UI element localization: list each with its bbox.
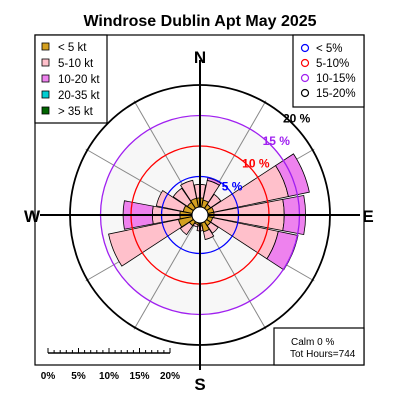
frequency-legend-box — [292, 34, 365, 108]
sector-wedge — [275, 153, 310, 197]
direction-label: E — [362, 207, 373, 226]
calm-box — [273, 327, 365, 366]
scale-bar-label: 5% — [71, 371, 86, 382]
ring-label: 15 % — [263, 134, 291, 148]
frequency-legend-marker — [300, 88, 310, 98]
calm-info-box: Calm 0 %Tot Hours=744 — [273, 327, 365, 366]
speed-legend-label: > 35 kt — [58, 106, 94, 118]
frequency-legend-marker — [300, 58, 310, 68]
frequency-legend-marker — [300, 73, 310, 83]
ring-label: 10 % — [242, 157, 270, 171]
scale-bar-label: 20% — [160, 371, 180, 382]
speed-legend-label: 5-10 kt — [58, 58, 94, 70]
speed-legend-swatch — [41, 58, 50, 67]
speed-legend-swatch — [41, 74, 50, 83]
sector-wedge — [172, 187, 192, 207]
spoke-line — [133, 214, 201, 330]
frequency-legend-label: 15-20% — [316, 88, 356, 100]
speed-legend: < 5 kt 5-10 kt 10-20 kt 20-35 kt > 35 kt — [34, 34, 108, 124]
speed-legend-swatch — [41, 90, 50, 99]
speed-legend-label: 20-35 kt — [58, 90, 100, 102]
scale-bar: 0% 5% 10% 15% 20% — [41, 348, 180, 382]
sector-wedge — [203, 228, 215, 241]
total-hours-text: Tot Hours=744 — [290, 349, 356, 360]
rose-plot: 5 % 10 % 15 % 20 % N E S W — [24, 48, 374, 394]
speed-legend-swatch — [41, 106, 50, 115]
sector-wedge — [155, 190, 187, 212]
speed-legend-label: 10-20 kt — [58, 74, 100, 86]
speed-legend-label: < 5 kt — [58, 42, 87, 54]
ring-label: 20 % — [283, 111, 311, 125]
sector-wedge — [206, 193, 222, 209]
scale-bar-label: 15% — [129, 371, 149, 382]
speed-legend-swatch — [41, 42, 50, 51]
direction-label: S — [194, 375, 205, 394]
sector-wedge — [179, 221, 194, 236]
frequency-legend-label: 5-10% — [316, 58, 349, 70]
ring-label: 5 % — [222, 179, 243, 193]
scale-bar-label: 0% — [41, 371, 56, 382]
sector-wedge — [180, 179, 197, 202]
frequency-legend-label: 10-15% — [316, 73, 356, 85]
direction-label: N — [194, 48, 206, 67]
calm-circle — [191, 206, 209, 224]
scale-bar-label: 10% — [99, 371, 119, 382]
sector-wedge — [206, 177, 222, 186]
frequency-legend: < 5% 5-10% 10-15% 15-20% — [292, 34, 365, 108]
calm-text: Calm 0 % — [291, 337, 334, 348]
frequency-legend-marker — [300, 43, 310, 53]
frequency-legend-label: < 5% — [316, 43, 343, 55]
sector-wedge — [108, 219, 183, 267]
sector-wedge — [206, 221, 219, 234]
direction-label: W — [24, 207, 41, 226]
chart-title: Windrose Dublin Apt May 2025 — [83, 13, 316, 30]
